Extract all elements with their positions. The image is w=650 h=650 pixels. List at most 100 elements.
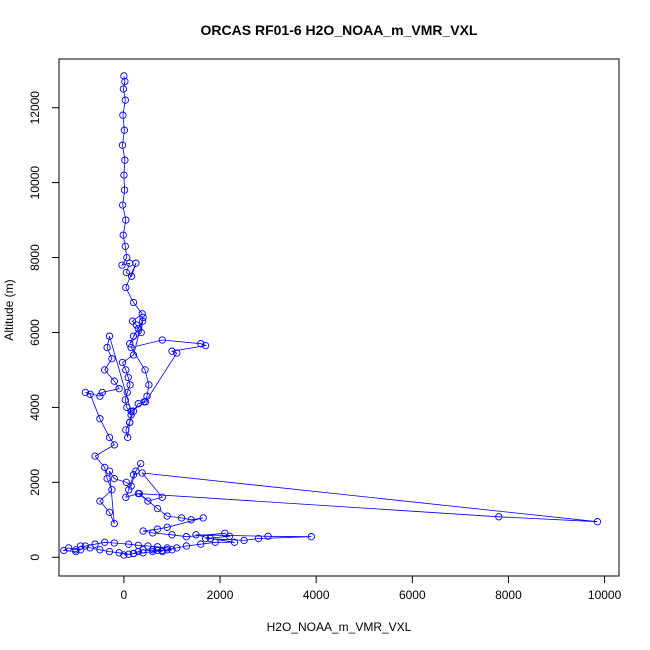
data-point (199, 514, 207, 522)
data-point (129, 407, 138, 415)
data-point (76, 546, 85, 554)
data-point (137, 459, 145, 468)
data-point (138, 310, 146, 318)
data-point (72, 547, 80, 556)
data-point (126, 381, 134, 389)
data-point (163, 523, 171, 531)
plot-area (60, 72, 602, 559)
data-point (122, 366, 130, 374)
data-point (187, 516, 195, 524)
data-point (158, 336, 166, 344)
data-point (105, 332, 114, 340)
data-point (201, 534, 210, 543)
data-point (119, 85, 128, 93)
data-point (120, 72, 128, 80)
data-point (72, 546, 80, 554)
data-point (121, 156, 129, 164)
data-point (115, 385, 123, 393)
data-point (103, 474, 111, 483)
y-tick-label: 8000 (28, 244, 42, 271)
y-axis-label: Altitude (m) (2, 279, 16, 340)
data-point (127, 482, 135, 490)
data-point (108, 486, 116, 494)
data-point (91, 540, 99, 548)
data-point (168, 531, 176, 539)
data-point (132, 259, 140, 267)
data-point (138, 469, 146, 477)
data-point (149, 547, 157, 556)
data-point (122, 426, 130, 434)
data-point (134, 541, 142, 549)
data-point (110, 474, 118, 483)
data-point (120, 186, 129, 194)
data-point (153, 543, 162, 551)
data-point (144, 542, 152, 550)
data-point (230, 538, 239, 546)
data-point (123, 253, 131, 262)
data-point (143, 392, 151, 400)
data-point (495, 513, 503, 521)
data-point (124, 373, 132, 382)
data-point (307, 533, 316, 541)
data-point (119, 201, 127, 209)
data-point (119, 231, 127, 239)
data-point (168, 347, 176, 355)
chart-title: ORCAS RF01-6 H2O_NOAA_m_VMR_VXL (201, 22, 478, 38)
data-point (129, 471, 138, 479)
data-point (254, 534, 263, 543)
data-point (127, 407, 135, 415)
data-point (124, 433, 132, 442)
data-point (139, 549, 147, 557)
data-point (91, 452, 99, 460)
data-point (81, 542, 90, 550)
data-point (128, 317, 137, 325)
data-point (129, 332, 138, 340)
data-point (101, 463, 109, 472)
data-point (129, 298, 138, 307)
data-point (153, 525, 162, 533)
data-point (127, 272, 136, 280)
data-point (141, 366, 149, 374)
data-point (158, 546, 166, 555)
data-point (132, 321, 141, 329)
data-point (96, 546, 104, 554)
data-point (144, 497, 152, 505)
data-point (123, 388, 131, 397)
data-point (201, 341, 210, 350)
data-point (158, 493, 166, 501)
data-point (105, 467, 114, 475)
data-point (145, 381, 153, 389)
data-point (101, 538, 109, 546)
data-point (126, 340, 134, 348)
data-point (101, 366, 109, 374)
data-point (149, 529, 157, 537)
data-point (110, 539, 118, 547)
y-tick-label: 2000 (28, 469, 42, 496)
x-tick-label: 0 (121, 588, 128, 602)
data-point (129, 549, 138, 558)
data-point (168, 546, 176, 554)
x-tick-label: 10000 (588, 588, 622, 602)
data-point (119, 111, 127, 119)
data-point (225, 532, 234, 540)
data-point (211, 538, 219, 546)
data-point (110, 519, 118, 528)
data-point (138, 317, 147, 325)
data-point (127, 343, 135, 352)
data-point (192, 531, 200, 539)
data-point (153, 546, 162, 555)
data-point (122, 268, 130, 277)
data-point (264, 532, 272, 540)
data-point (182, 542, 191, 550)
y-tick-label: 12000 (28, 91, 42, 125)
data-point (206, 534, 215, 543)
y-tick-label: 4000 (28, 394, 42, 421)
data-point (118, 358, 127, 367)
data-point (177, 514, 186, 522)
data-point (110, 441, 118, 449)
series-line-0 (62, 75, 598, 556)
data-point (173, 349, 181, 357)
x-tick-label: 4000 (303, 588, 330, 602)
data-point (122, 283, 130, 292)
data-point (122, 493, 130, 501)
